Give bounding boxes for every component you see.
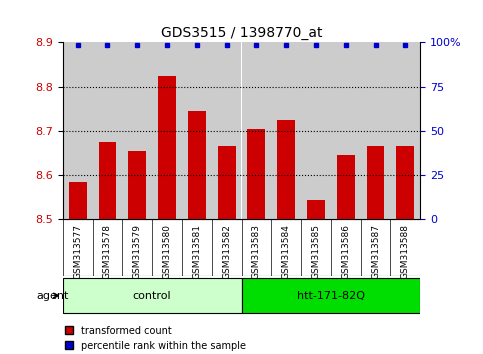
Text: GSM313582: GSM313582 [222,224,231,279]
Bar [307,200,325,219]
Bar [99,142,116,219]
Text: GSM313579: GSM313579 [133,224,142,279]
Text: GSM313585: GSM313585 [312,224,320,279]
Bar [63,278,242,313]
Legend: transformed count, percentile rank within the sample: transformed count, percentile rank withi… [61,322,250,354]
Bar [390,42,420,219]
Bar [247,129,265,219]
Bar [242,42,271,219]
Text: control: control [133,291,171,301]
Text: GSM313588: GSM313588 [401,224,410,279]
Text: GSM313583: GSM313583 [252,224,261,279]
Bar [367,147,384,219]
Bar [218,147,236,219]
Bar [361,42,390,219]
Text: agent: agent [36,291,69,301]
Text: GSM313578: GSM313578 [103,224,112,279]
Title: GDS3515 / 1398770_at: GDS3515 / 1398770_at [161,26,322,40]
Bar [242,278,420,313]
Bar [182,42,212,219]
Text: GSM313577: GSM313577 [73,224,82,279]
Bar [301,42,331,219]
Bar [271,42,301,219]
Bar [69,182,86,219]
Bar [212,42,242,219]
Bar [331,42,361,219]
Text: GSM313584: GSM313584 [282,224,291,279]
Bar [158,76,176,219]
Bar [93,42,122,219]
Bar [397,147,414,219]
Bar [277,120,295,219]
Text: GSM313580: GSM313580 [163,224,171,279]
Bar [152,42,182,219]
Bar [337,155,355,219]
Text: GSM313586: GSM313586 [341,224,350,279]
Text: GSM313587: GSM313587 [371,224,380,279]
Text: htt-171-82Q: htt-171-82Q [297,291,365,301]
Bar [122,42,152,219]
Text: GSM313581: GSM313581 [192,224,201,279]
Bar [128,151,146,219]
Bar [63,42,93,219]
Bar [188,111,206,219]
